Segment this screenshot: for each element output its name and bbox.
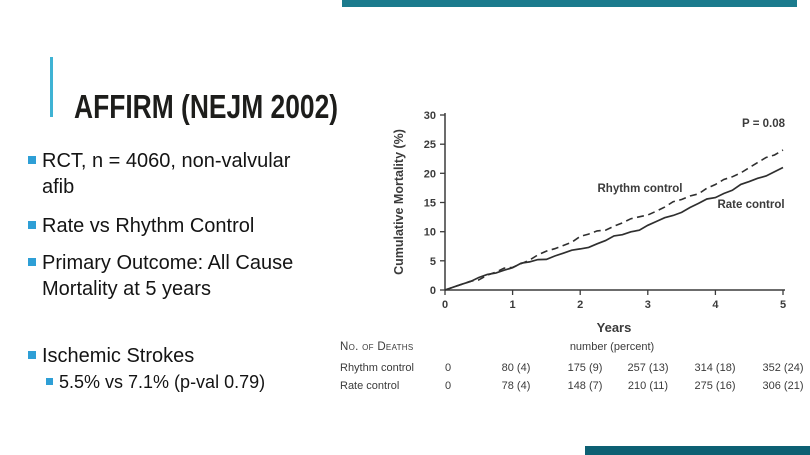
bullet-text: Rate vs Rhythm Control	[42, 215, 255, 237]
table-unit-header: number (percent)	[569, 341, 655, 353]
x-tick-label: 5	[780, 299, 786, 311]
table-cell: 0	[444, 362, 452, 374]
mortality-chart: Cumulative Mortality (%) 0 5 10 15 20 25…	[392, 110, 786, 335]
y-tick-label: 15	[424, 198, 436, 210]
bullet-text: RCT, n = 4060, non-valvular afib	[42, 150, 291, 198]
bullet-marker	[28, 258, 36, 266]
bottom-accent-bar	[585, 446, 810, 455]
x-tick-marks	[444, 290, 784, 295]
title-accent-rule	[50, 57, 53, 117]
y-tick-label: 25	[424, 139, 436, 151]
table-title: No. of Deaths	[340, 341, 414, 353]
bullet-marker	[46, 378, 53, 385]
table-cell: 210 (11)	[627, 380, 669, 392]
bullet-item-rct: RCT, n = 4060, non-valvular afib	[28, 148, 368, 200]
y-axis-label: Cumulative Mortality (%)	[392, 129, 406, 275]
table-cell: 306 (21)	[762, 380, 804, 392]
table-cell: 352 (24)	[762, 362, 804, 374]
top-accent-bar	[342, 0, 797, 7]
x-tick-label: 0	[442, 299, 448, 311]
bullet-item-rate-vs-rhythm: Rate vs Rhythm Control	[28, 213, 368, 239]
deaths-table: No. of Deaths number (percent) Rhythm co…	[330, 334, 808, 398]
x-tick-label: 2	[577, 299, 583, 311]
y-tick-label: 10	[424, 227, 436, 239]
bullet-item-ischemic-strokes: Ischemic Strokes	[28, 343, 368, 369]
row-label: Rhythm control	[340, 362, 414, 374]
y-tick-label: 0	[430, 285, 436, 297]
y-tick-label: 20	[424, 168, 436, 180]
series-rhythm-control-line	[444, 149, 784, 291]
table-cell: 257 (13)	[627, 362, 669, 374]
series-rate-control-line	[444, 166, 784, 291]
table-cell: 0	[444, 380, 452, 392]
x-axis-label: Years	[597, 320, 632, 335]
bullet-text: Ischemic Strokes	[42, 345, 195, 367]
sub-bullet-text: 5.5% vs 7.1% (p-val 0.79)	[59, 372, 266, 392]
bullet-item-primary-outcome: Primary Outcome: All Cause Mortality at …	[28, 250, 368, 302]
bullet-marker	[28, 156, 36, 164]
rhythm-control-label: Rhythm control	[598, 183, 683, 195]
y-tick-marks	[440, 114, 445, 291]
bullet-text: Primary Outcome: All Cause Mortality at …	[42, 252, 294, 300]
sub-bullet-stroke-rates: 5.5% vs 7.1% (p-val 0.79)	[46, 370, 386, 394]
table-cell: 80 (4)	[501, 362, 531, 374]
table-cell: 148 (7)	[567, 380, 603, 392]
table-cell: 275 (16)	[694, 380, 736, 392]
table-cell: 175 (9)	[567, 362, 603, 374]
x-tick-label: 1	[510, 299, 516, 311]
bullet-marker	[28, 351, 36, 359]
page-title: AFFIRM (NEJM 2002)	[74, 88, 339, 126]
y-tick-label: 5	[430, 256, 436, 268]
x-tick-label: 4	[712, 299, 719, 311]
rate-control-label: Rate control	[717, 199, 784, 211]
bullet-marker	[28, 221, 36, 229]
x-tick-label: 3	[645, 299, 651, 311]
table-cell: 78 (4)	[501, 380, 531, 392]
row-label: Rate control	[340, 380, 400, 392]
p-value-label: P = 0.08	[742, 118, 786, 130]
y-tick-label: 30	[424, 110, 436, 122]
table-cell: 314 (18)	[694, 362, 736, 374]
